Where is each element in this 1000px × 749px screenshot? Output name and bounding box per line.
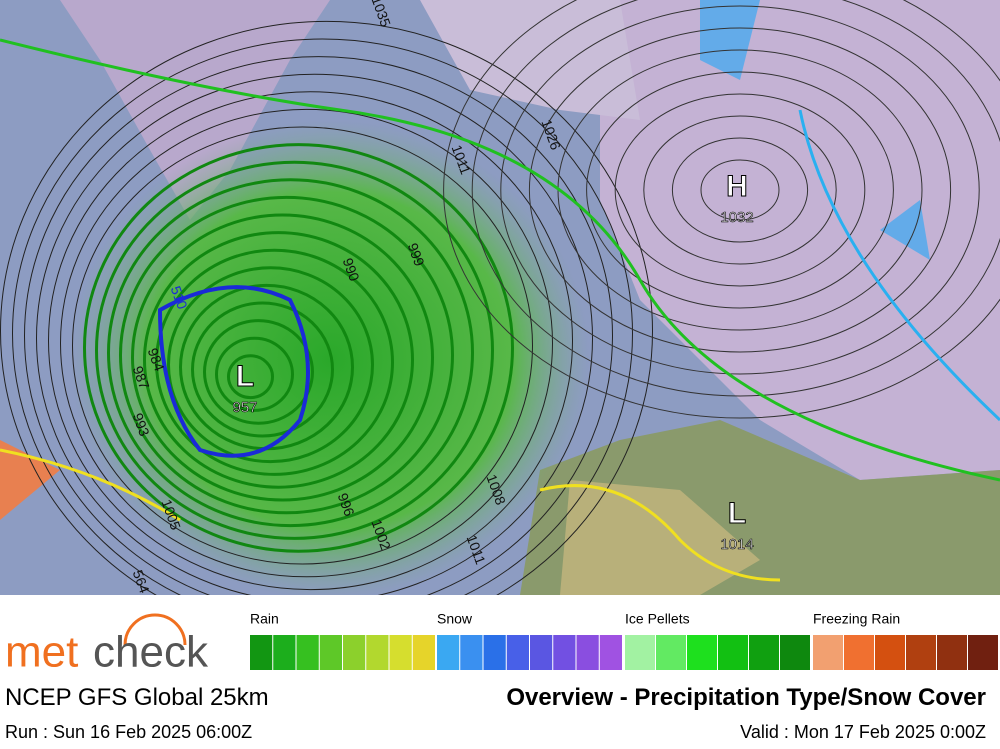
legend-label: Ice Pellets xyxy=(625,611,690,627)
pressure-symbol: L xyxy=(236,360,254,393)
isobar xyxy=(143,231,414,489)
legend-swatch xyxy=(506,635,529,670)
isobar xyxy=(528,27,952,353)
isobar-label: 987 xyxy=(130,364,153,392)
legend-swatch xyxy=(813,635,843,670)
isobar xyxy=(443,0,1000,419)
legend-swatch xyxy=(412,635,435,670)
valid-time: Valid : Mon 17 Feb 2025 0:00Z xyxy=(740,722,986,742)
pressure-value: 957 xyxy=(232,399,257,416)
isobar xyxy=(0,20,653,595)
legend: met check Rain Snow Ice Pellets Freezing Ra… xyxy=(5,611,998,677)
legend-swatch xyxy=(749,635,779,670)
legend-swatch xyxy=(780,635,810,670)
pressure-symbol: L xyxy=(728,497,746,530)
weather-map: H1032L957L101410351026101199999010081002… xyxy=(0,0,1000,595)
legend-swatch xyxy=(599,635,622,670)
isobar xyxy=(24,56,613,595)
legend-swatch xyxy=(530,635,553,670)
legend-swatch xyxy=(968,635,998,670)
isobar-label: 984 xyxy=(145,346,168,374)
legend-swatch xyxy=(273,635,296,670)
isobar xyxy=(167,266,374,464)
legend-swatch xyxy=(296,635,319,670)
isobar xyxy=(227,354,274,400)
map-title: Overview - Precipitation Type/Snow Cover xyxy=(506,684,986,711)
legend-swatch xyxy=(460,635,483,670)
greenland xyxy=(60,0,330,220)
contour-line xyxy=(798,109,1000,422)
legend-swatch xyxy=(366,635,389,670)
pressure-symbol: H xyxy=(726,170,748,203)
legend-swatch xyxy=(625,635,655,670)
isobar xyxy=(215,336,294,412)
isobar xyxy=(500,5,980,375)
isobar xyxy=(671,137,809,243)
isobar-label: 990 xyxy=(340,256,363,284)
model-name: NCEP GFS Global 25km xyxy=(5,684,269,711)
run-time: Run : Sun 16 Feb 2025 06:00Z xyxy=(5,722,253,742)
logo: met xyxy=(5,628,78,677)
contour-line xyxy=(0,38,1000,482)
isobar xyxy=(60,108,553,578)
isobar xyxy=(471,0,1000,397)
iberia xyxy=(560,480,760,595)
isobars xyxy=(0,0,1000,595)
legend-swatch xyxy=(343,635,366,670)
isobar-label: 996 xyxy=(335,491,358,519)
isobar xyxy=(48,91,573,591)
legend-swatch xyxy=(553,635,576,670)
isobar xyxy=(72,126,533,565)
isobar xyxy=(586,71,894,309)
legend-swatch xyxy=(576,635,599,670)
isobar xyxy=(131,213,434,502)
isobar xyxy=(203,319,314,425)
legend-swatch xyxy=(389,635,412,670)
legend-swatch xyxy=(687,635,717,670)
isobar-label: 510 xyxy=(168,284,191,312)
pressure-value: 1014 xyxy=(720,536,753,553)
isobar-label: 564 xyxy=(130,568,153,595)
precip-snow xyxy=(700,0,930,260)
legend-swatch xyxy=(319,635,342,670)
isobar-label: 999 xyxy=(405,241,428,269)
precip-freezing xyxy=(0,440,60,520)
isobar xyxy=(36,73,593,595)
isobar xyxy=(83,143,514,553)
legend-swatch xyxy=(844,635,874,670)
legend-swatch xyxy=(483,635,506,670)
isobar xyxy=(614,93,866,287)
isobar xyxy=(643,115,837,265)
isobar xyxy=(107,178,474,528)
isobar xyxy=(119,195,454,515)
land xyxy=(420,0,640,120)
isobar xyxy=(155,248,394,476)
europe-land xyxy=(600,0,1000,480)
legend-swatch xyxy=(437,635,460,670)
contour-line xyxy=(157,285,310,458)
logo: check xyxy=(93,628,209,677)
isobar-label: 993 xyxy=(130,411,153,439)
legend-swatch xyxy=(906,635,936,670)
legend-swatch xyxy=(937,635,967,670)
pressure-value: 1032 xyxy=(720,209,753,226)
isobar xyxy=(12,38,633,595)
isobar xyxy=(700,159,780,221)
legend-swatch xyxy=(875,635,905,670)
legend-label: Freezing Rain xyxy=(813,611,900,627)
isobar xyxy=(191,301,334,438)
isobar xyxy=(95,160,494,540)
legend-swatch xyxy=(656,635,686,670)
contour-line xyxy=(0,448,781,582)
legend-swatch xyxy=(718,635,748,670)
legend-swatch xyxy=(250,635,273,670)
logo-sun xyxy=(123,613,187,646)
legend-label: Rain xyxy=(250,611,279,627)
legend-label: Snow xyxy=(437,611,473,627)
